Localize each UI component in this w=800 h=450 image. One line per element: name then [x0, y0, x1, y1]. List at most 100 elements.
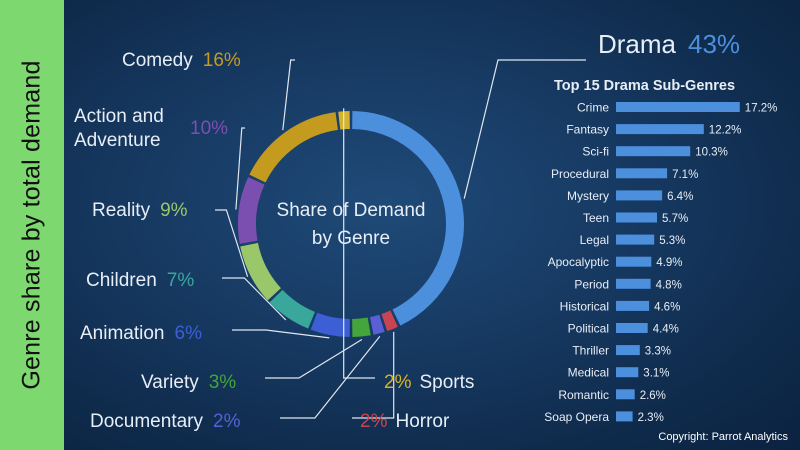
- bar-value-label-fantasy: 12.2%: [709, 125, 742, 137]
- callout-name: Documentary: [90, 411, 203, 432]
- callout-name: Comedy: [122, 50, 193, 71]
- callout-label-documentary: Documentary 2%: [90, 411, 241, 432]
- bar-category-label-romantic: Romantic: [558, 388, 609, 402]
- bar-historical: [616, 300, 650, 311]
- bar-category-label-historical: Historical: [560, 299, 609, 313]
- callout-label-action-and-adventure: Action and Adventure: [74, 106, 164, 151]
- callout-value: 16%: [203, 50, 241, 71]
- callout-value: 2%: [213, 411, 241, 432]
- callout-name: Horror: [395, 411, 450, 432]
- bar-value-label-thriller: 3.3%: [645, 346, 671, 358]
- bar-category-label-sci-fi: Sci-fi: [582, 145, 609, 159]
- bar-soap-opera: [616, 411, 633, 422]
- copyright-text: Copyright: Parrot Analytics: [658, 431, 788, 443]
- bar-period: [616, 278, 651, 289]
- donut-slice-action-and-adventure: [238, 177, 265, 244]
- donut-slice-horror: [381, 310, 398, 332]
- bar-category-label-period: Period: [574, 277, 609, 291]
- callout-value: 3%: [209, 372, 237, 393]
- bar-value-label-period: 4.8%: [656, 279, 682, 291]
- drama-heading: Drama 43%: [598, 29, 740, 59]
- callout-label-comedy: Comedy 16%: [122, 50, 241, 71]
- callout-name: Reality: [92, 200, 151, 221]
- bar-legal: [616, 234, 655, 245]
- bar-value-label-medical: 3.1%: [643, 368, 669, 380]
- callout-value: 2%: [360, 411, 388, 432]
- callout-label-horror: 2% Horror: [360, 411, 450, 432]
- donut-slice-animation: [310, 312, 351, 337]
- bar-teen: [616, 212, 657, 223]
- bar-category-label-thriller: Thriller: [572, 344, 609, 358]
- bar-sci-fi: [616, 146, 691, 157]
- bar-category-label-political: Political: [568, 322, 609, 336]
- donut-callouts: 2% Horror Documentary 2% Variety 3% Animation 6…: [74, 50, 586, 432]
- bar-romantic: [616, 389, 635, 400]
- callout-name: Variety: [141, 372, 199, 393]
- bar-value-label-legal: 5.3%: [659, 235, 685, 247]
- callout-name: Adventure: [74, 130, 161, 151]
- bar-medical: [616, 367, 639, 378]
- callout-line-children: [222, 277, 287, 321]
- drama-heading-value: 43%: [688, 29, 740, 59]
- donut-slice-children: [269, 289, 316, 329]
- callout-line-sports: [343, 108, 375, 379]
- bar-category-label-medical: Medical: [568, 366, 609, 380]
- bar-value-label-procedural: 7.1%: [672, 169, 698, 181]
- bar-mystery: [616, 190, 663, 201]
- callout-line-documentary: [280, 336, 381, 419]
- callout-line-reality: [215, 209, 249, 277]
- callout-line-comedy: [282, 59, 295, 131]
- bar-value-label-soap-opera: 2.3%: [638, 412, 664, 424]
- callout-value: 7%: [167, 270, 195, 291]
- callout-label-variety: Variety 3%: [141, 372, 236, 393]
- bar-chart-title: Top 15 Drama Sub-Genres: [554, 78, 735, 94]
- callout-value-action-and-adventure: 10%: [190, 118, 228, 139]
- bar-apocalyptic: [616, 256, 652, 267]
- bar-category-label-procedural: Procedural: [551, 167, 609, 181]
- bar-category-label-fantasy: Fantasy: [566, 123, 609, 137]
- callout-line-action-and-adventure: [235, 127, 245, 210]
- bar-value-label-mystery: 6.4%: [667, 191, 693, 203]
- bar-chart: Drama 43% Top 15 Drama Sub-Genres Crime 17.2…: [544, 29, 777, 424]
- callout-line-variety: [265, 338, 363, 379]
- donut-slice-sports: [338, 111, 350, 130]
- bar-value-label-crime: 17.2%: [745, 103, 778, 115]
- bar-value-label-romantic: 2.6%: [640, 390, 666, 402]
- bar-category-label-mystery: Mystery: [567, 189, 609, 203]
- bar-value-label-sci-fi: 10.3%: [695, 147, 728, 159]
- donut-chart: Share of Demand by Genre: [238, 111, 464, 337]
- bar-political: [616, 323, 648, 333]
- bar-category-label-teen: Teen: [583, 211, 609, 225]
- callout-label-sports: 2% Sports: [384, 372, 474, 393]
- donut-slice-reality: [240, 242, 282, 301]
- donut-slice-documentary: [369, 314, 385, 335]
- donut-slice-drama: [352, 111, 464, 326]
- bar-thriller: [616, 345, 640, 356]
- callout-value: 2%: [384, 372, 412, 393]
- callout-line-animation: [232, 329, 330, 339]
- callout-label-animation: Animation 6%: [80, 323, 202, 344]
- donut-slice-variety: [351, 317, 371, 337]
- callout-line-drama: [463, 59, 586, 199]
- bar-value-label-historical: 4.6%: [654, 301, 680, 313]
- sidebar-band: Genre share by total demand: [0, 0, 64, 450]
- bar-value-label-teen: 5.7%: [662, 213, 688, 225]
- bar-value-label-political: 4.4%: [653, 324, 679, 336]
- callout-label-children: Children 7%: [86, 270, 194, 291]
- bar-category-label-apocalyptic: Apocalyptic: [548, 255, 609, 269]
- bar-crime: [616, 102, 740, 112]
- callout-name: Children: [86, 270, 157, 291]
- callout-name: Action and: [74, 106, 164, 127]
- donut-center-label: by Genre: [312, 228, 390, 249]
- donut-center-label: Share of Demand: [277, 200, 426, 221]
- callout-label-reality: Reality 9%: [92, 200, 188, 221]
- bar-category-label-crime: Crime: [577, 101, 609, 115]
- bar-category-label-soap-opera: Soap Opera: [544, 410, 609, 424]
- bar-category-label-legal: Legal: [580, 233, 609, 247]
- donut-slice-comedy: [249, 112, 339, 183]
- drama-heading-name: Drama: [598, 29, 677, 59]
- callout-line-horror: [352, 331, 395, 419]
- callout-value: 6%: [175, 323, 203, 344]
